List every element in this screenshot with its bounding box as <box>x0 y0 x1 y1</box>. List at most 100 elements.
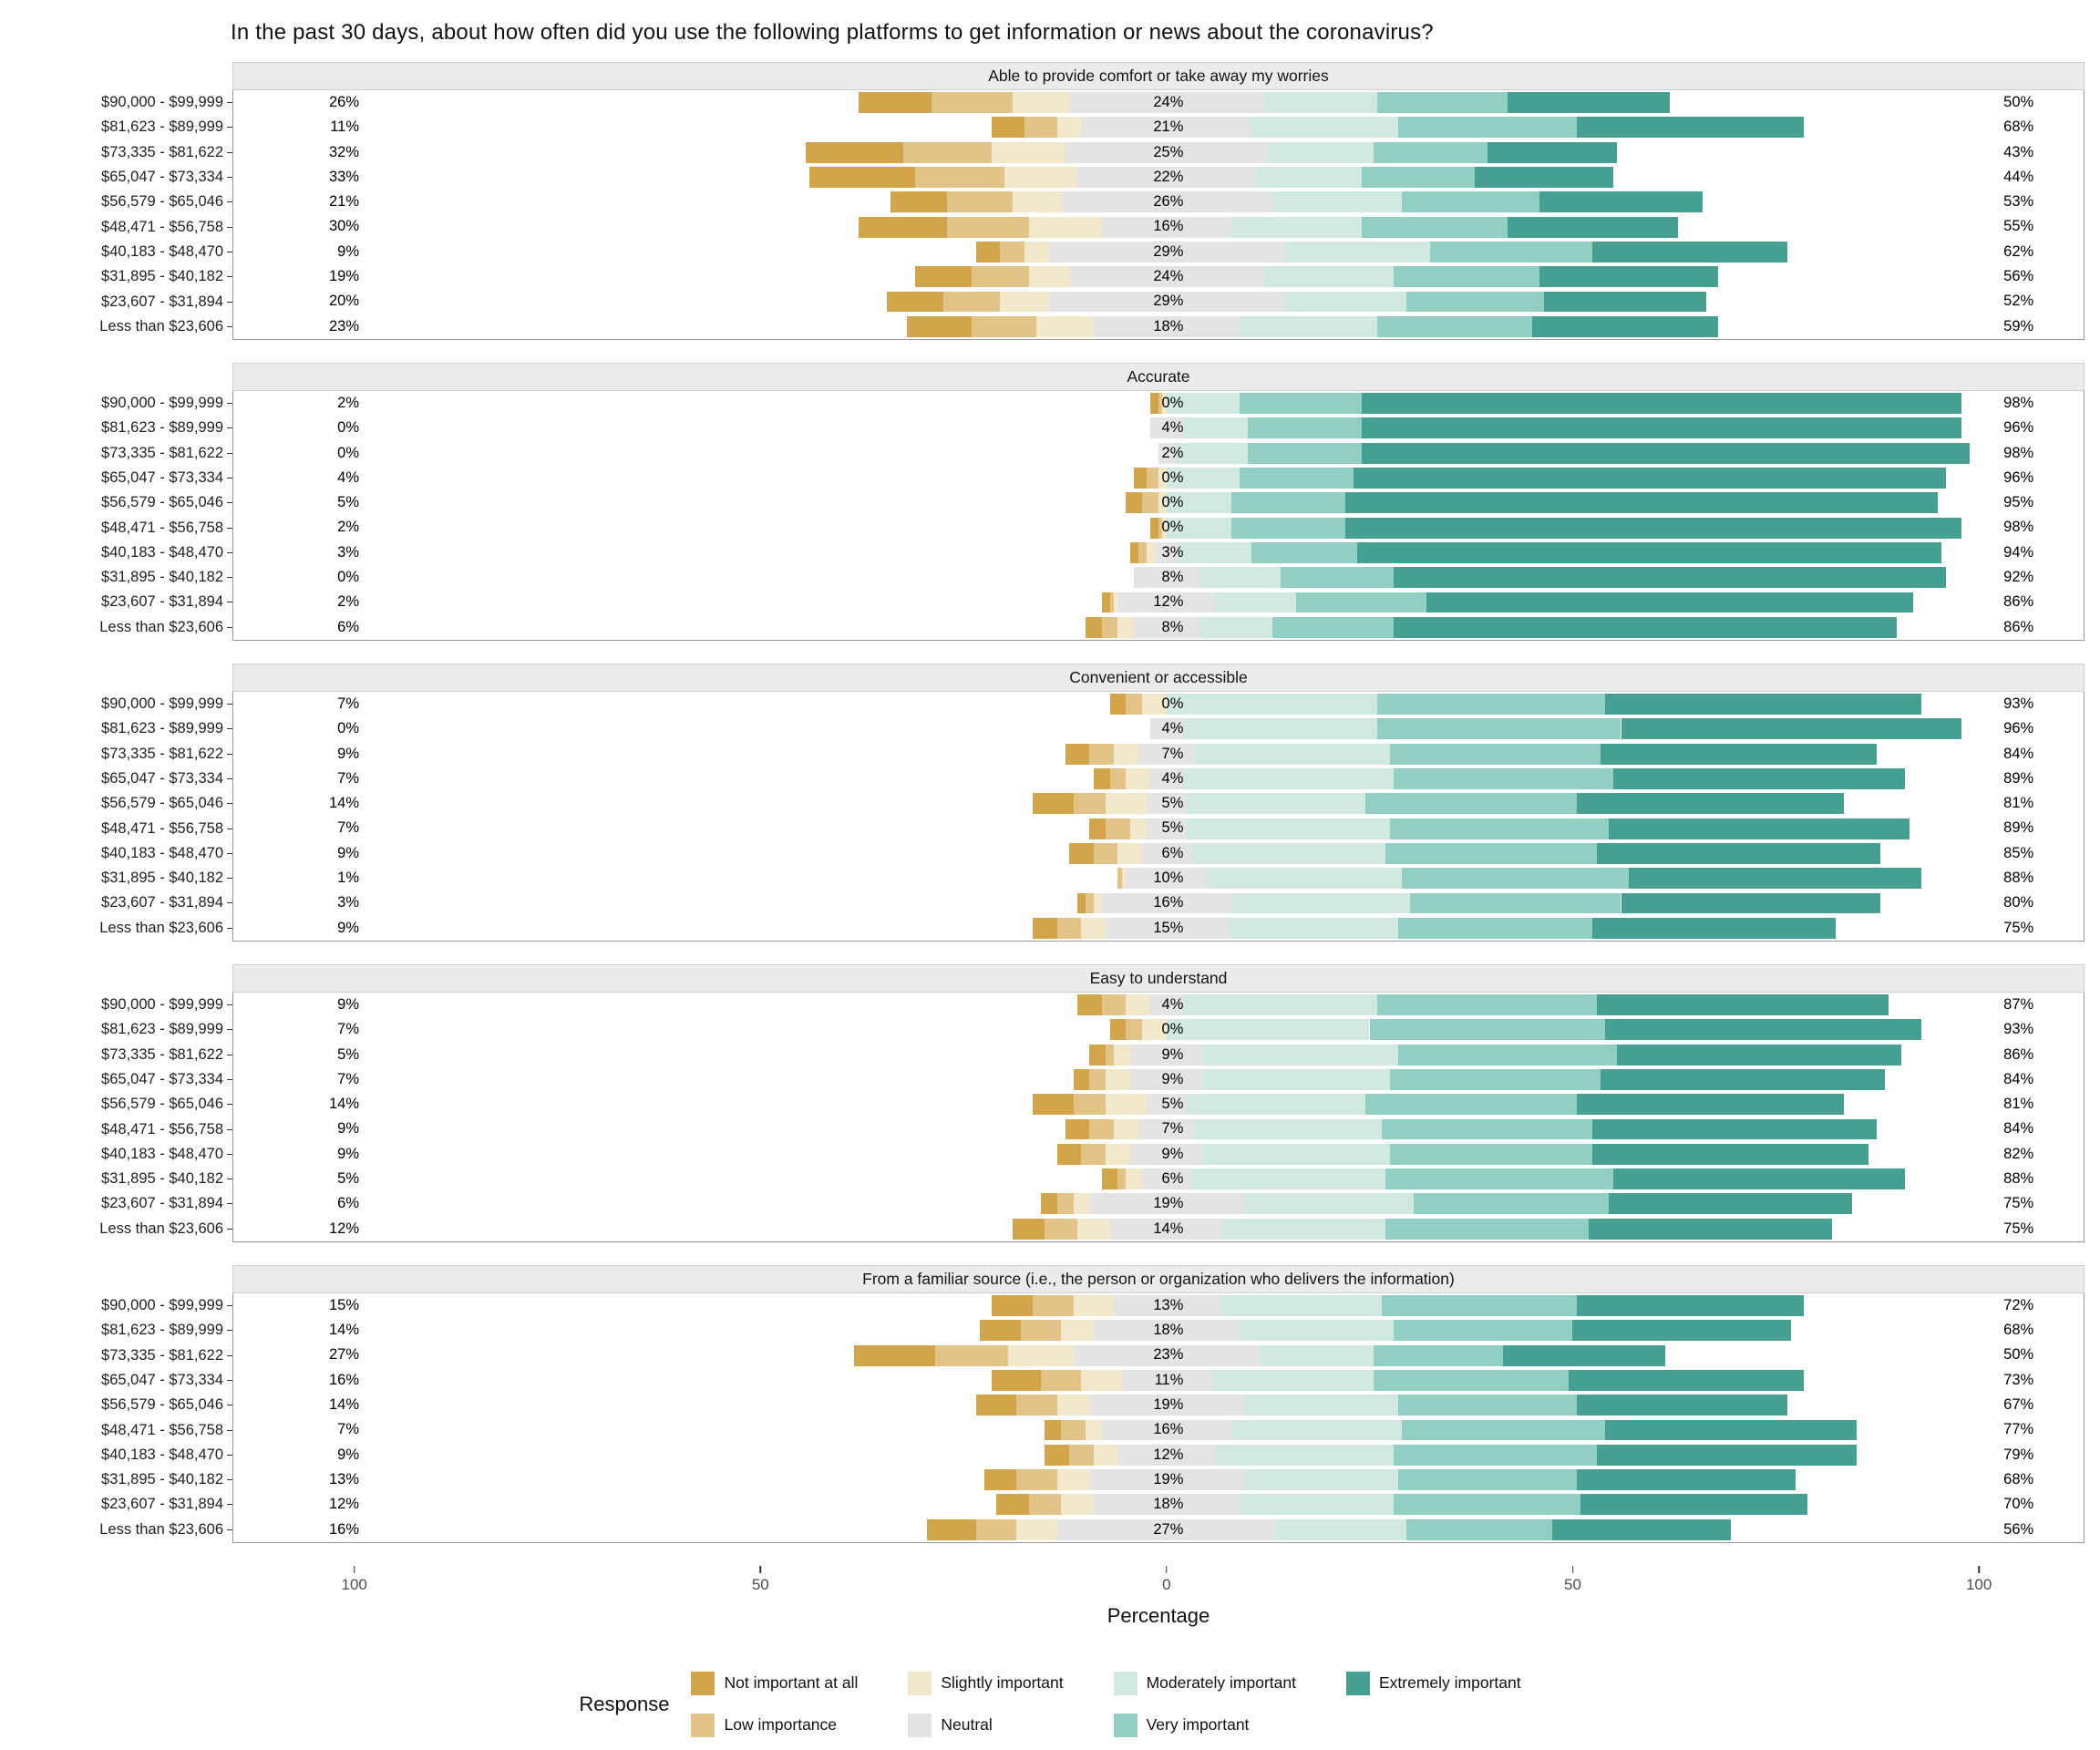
segment-slightly-important <box>1061 1320 1094 1342</box>
x-tick-mark <box>1978 1565 1980 1573</box>
value-label-right: 84% <box>2003 1070 2034 1087</box>
segment-very-important <box>1373 1344 1504 1366</box>
value-label-mid: 14% <box>1153 1220 1184 1237</box>
value-label-left: 14% <box>329 795 360 812</box>
y-tick <box>227 527 232 529</box>
segment-very-important <box>1414 1193 1610 1215</box>
segment-neutral <box>1150 994 1183 1015</box>
value-label-mid: 5% <box>1161 1096 1184 1113</box>
segment-slightly-important <box>1093 892 1102 914</box>
bar-row: 14% 5% 81% <box>233 1092 2084 1117</box>
chart-title: In the past 30 days, about how often did… <box>231 20 1434 45</box>
segment-neutral <box>1048 291 1284 313</box>
facet-body: $90,000 - $99,999 $81,623 - $89,999 $73,33… <box>0 992 2085 1242</box>
segment-not-important-at-all <box>858 92 932 114</box>
segment-slightly-important <box>1121 868 1127 890</box>
value-label-left: 20% <box>329 293 360 310</box>
segment-very-important <box>1231 492 1345 514</box>
category-label: $31,895 - $40,182 <box>101 1471 223 1488</box>
segment-neutral <box>1158 442 1175 464</box>
segment-not-important-at-all <box>1085 616 1102 638</box>
segment-low-importance <box>1117 868 1122 890</box>
segment-neutral <box>1081 117 1252 139</box>
value-label-right: 68% <box>2003 1322 2034 1339</box>
segment-moderately-important <box>1231 216 1362 238</box>
segment-slightly-important <box>992 141 1065 163</box>
segment-moderately-important <box>1210 1369 1374 1391</box>
segment-low-importance <box>1028 1494 1062 1516</box>
value-label-left: 7% <box>337 1070 360 1087</box>
y-tick <box>227 276 232 278</box>
value-label-right: 77% <box>2003 1421 2034 1438</box>
value-label-mid: 0% <box>1161 494 1184 511</box>
segment-extremely-important <box>1475 167 1613 188</box>
bar-row: 15% 13% 72% <box>233 1293 2084 1318</box>
segment-moderately-important <box>1174 442 1248 464</box>
value-label-right: 62% <box>2003 242 2034 260</box>
value-label-left: 2% <box>337 593 360 611</box>
segment-slightly-important <box>1056 117 1082 139</box>
segment-extremely-important <box>1621 892 1881 914</box>
y-axis-label: $90,000 - $99,999 <box>0 993 232 1017</box>
value-label-right: 87% <box>2003 995 2034 1013</box>
bar-row: 6% 8% 86% <box>233 615 2084 640</box>
facet-panel-2: Accurate $90,000 - $99,999 $81,623 - $89,9… <box>0 362 2085 641</box>
y-axis-label: $73,335 - $81,622 <box>0 441 232 466</box>
segment-low-importance <box>1158 393 1163 415</box>
category-label: $23,607 - $31,894 <box>101 1195 223 1212</box>
segment-moderately-important <box>1195 1118 1382 1140</box>
segment-neutral <box>1129 1044 1203 1065</box>
y-tick <box>227 1104 232 1106</box>
segment-very-important <box>1280 567 1395 589</box>
category-label: $48,471 - $56,758 <box>101 519 223 536</box>
value-label-left: 0% <box>337 419 360 437</box>
bar-row: 9% 4% 87% <box>233 993 2084 1017</box>
y-axis-label: $31,895 - $40,182 <box>0 565 232 590</box>
y-axis-label: $90,000 - $99,999 <box>0 692 232 716</box>
segment-not-important-at-all <box>914 266 973 288</box>
legend-item-label: Extremely important <box>1378 1673 1521 1693</box>
category-label: $73,335 - $81,622 <box>101 745 223 762</box>
y-axis-label: $56,579 - $65,046 <box>0 791 232 816</box>
segment-extremely-important <box>1539 266 1719 288</box>
segment-not-important-at-all <box>1109 694 1127 715</box>
value-label-right: 70% <box>2003 1496 2034 1513</box>
segment-low-importance <box>1109 768 1127 789</box>
bar-row: 12% 14% 75% <box>233 1217 2084 1241</box>
y-tick <box>227 1228 232 1230</box>
segment-extremely-important <box>1592 241 1787 262</box>
facet-panel-1: Able to provide comfort or take away my … <box>0 62 2085 340</box>
segment-not-important-at-all <box>886 291 944 313</box>
value-label-left: 30% <box>329 218 360 235</box>
segment-moderately-important <box>1240 1494 1395 1516</box>
segment-neutral <box>1150 768 1183 789</box>
y-axis-labels: $90,000 - $99,999 $81,623 - $89,999 $73,33… <box>0 391 232 641</box>
segment-neutral <box>1061 191 1272 213</box>
segment-slightly-important <box>1081 1369 1122 1391</box>
segment-slightly-important <box>1073 1295 1115 1316</box>
segment-very-important <box>1381 1118 1593 1140</box>
segment-low-importance <box>1073 793 1107 815</box>
segment-neutral <box>1150 718 1183 740</box>
segment-low-importance <box>1117 1168 1127 1190</box>
y-axis-label: $40,183 - $48,470 <box>0 841 232 866</box>
bar-row: 20% 29% 52% <box>233 289 2084 314</box>
segment-low-importance <box>972 266 1029 288</box>
value-label-right: 88% <box>2003 1169 2034 1187</box>
segment-slightly-important <box>1117 842 1143 864</box>
segment-not-important-at-all <box>1056 1143 1082 1165</box>
segment-very-important <box>1377 315 1532 337</box>
bar-row: 9% 9% 82% <box>233 1142 2084 1167</box>
category-label: $40,183 - $48,470 <box>101 844 223 861</box>
facet-panel-4: Easy to understand $90,000 - $99,999 $81,6… <box>0 963 2085 1242</box>
value-label-left: 23% <box>329 317 360 335</box>
y-axis-label: $73,335 - $81,622 <box>0 742 232 767</box>
value-label-right: 93% <box>2003 1021 2034 1038</box>
y-tick <box>227 1504 232 1506</box>
category-label: $65,047 - $73,334 <box>101 1070 223 1087</box>
segment-low-importance <box>1000 241 1025 262</box>
bar-row: 7% 5% 89% <box>233 816 2084 840</box>
x-tick-mark <box>759 1565 762 1573</box>
value-label-left: 4% <box>337 468 360 486</box>
category-label: $90,000 - $99,999 <box>101 996 223 1014</box>
